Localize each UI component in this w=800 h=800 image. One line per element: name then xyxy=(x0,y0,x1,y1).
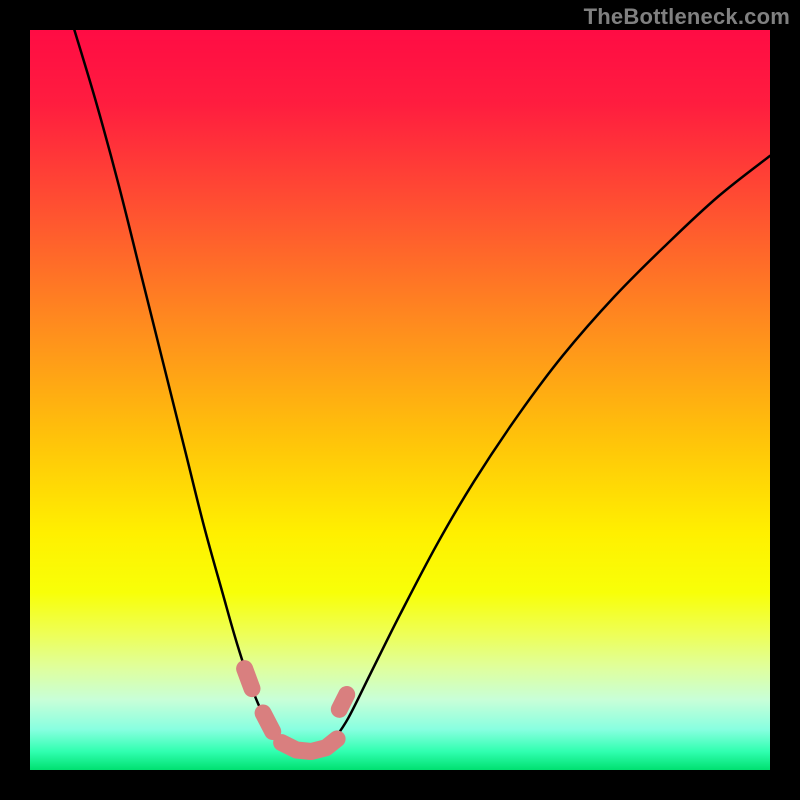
marker-segment-1 xyxy=(263,713,273,732)
chart-svg xyxy=(30,30,770,770)
marker-segment-3 xyxy=(339,695,346,710)
watermark-label: TheBottleneck.com xyxy=(584,4,790,30)
chart-frame: TheBottleneck.com xyxy=(0,0,800,800)
gradient-background xyxy=(30,30,770,770)
marker-segment-0 xyxy=(245,669,252,689)
plot-area xyxy=(30,30,770,770)
